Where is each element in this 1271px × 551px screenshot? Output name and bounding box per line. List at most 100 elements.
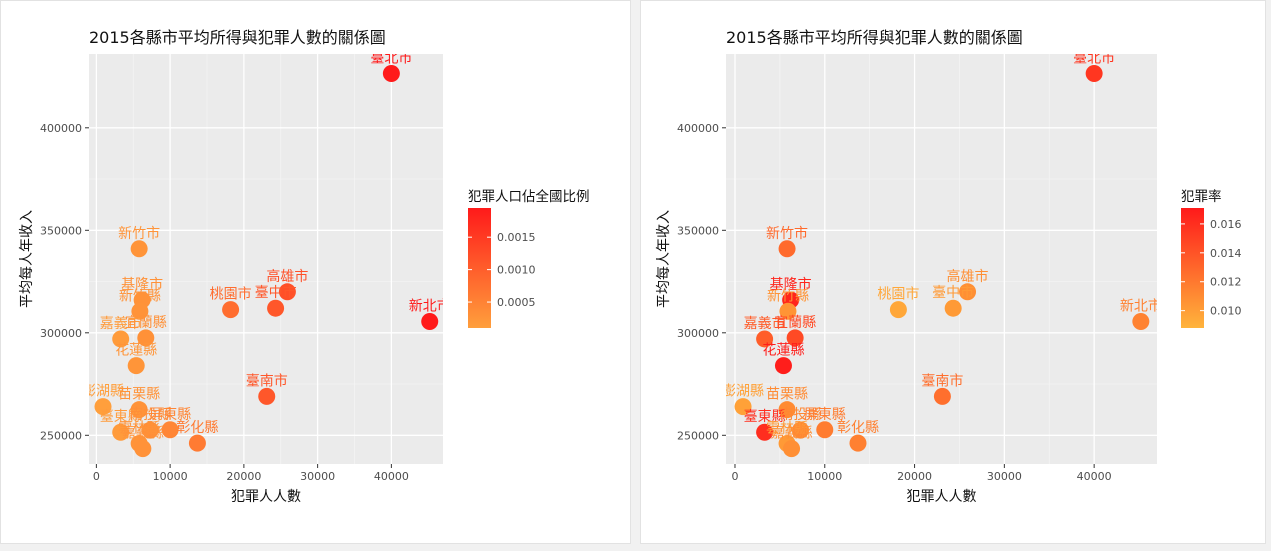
point-label: 新竹市 — [118, 225, 160, 242]
legend-colorbar — [1181, 208, 1204, 328]
legend-title: 犯罪人口佔全國比例 — [468, 188, 590, 205]
point-label: 屏東縣 — [149, 407, 191, 423]
legend-colorbar — [468, 208, 491, 328]
x-tick-label: 20000 — [226, 470, 261, 483]
point-label: 嘉義市 — [100, 315, 142, 332]
chart-title: 2015各縣市平均所得與犯罪人數的關係圖 — [726, 28, 1023, 47]
point-label: 嘉義縣 — [771, 425, 813, 442]
y-axis-title: 平均每人年收入 — [656, 210, 672, 308]
gridlines — [89, 54, 443, 464]
y-tick-label: 300000 — [40, 327, 82, 340]
data-point — [94, 398, 112, 416]
data-point — [141, 421, 159, 439]
scatter-chart-income-vs-crime-rate: 2015各縣市平均所得與犯罪人數的關係圖 0 10000 20000 30000 4000… — [656, 28, 1242, 505]
data-point — [267, 299, 285, 317]
y-tick-label: 350000 — [40, 224, 82, 237]
point-label: 雲林縣 — [118, 421, 160, 437]
data-point — [774, 357, 792, 375]
point-label: 屏東縣 — [804, 407, 846, 423]
data-point — [783, 440, 801, 458]
point-label: 嘉義縣 — [122, 425, 164, 442]
data-point — [779, 302, 797, 320]
data-point — [258, 387, 276, 405]
point-label: 苗栗縣 — [766, 387, 808, 403]
y-tick-label: 250000 — [677, 429, 719, 442]
point-label: 南投縣 — [129, 407, 171, 423]
legend-label: 0.014 — [1210, 247, 1242, 260]
data-point — [131, 302, 149, 320]
data-point — [421, 313, 439, 331]
legend-label: 0.010 — [1210, 305, 1242, 318]
point-label: 花蓮縣 — [115, 343, 157, 359]
data-point — [130, 240, 148, 258]
data-point — [786, 329, 804, 347]
data-point — [889, 301, 907, 319]
chart-panel-left: 2015各縣市平均所得與犯罪人數的關係圖 0 10000 20000 30000 4000… — [0, 0, 631, 544]
legend-label: 0.016 — [1210, 218, 1242, 231]
x-tick-label: 40000 — [374, 470, 409, 483]
data-point — [944, 299, 962, 317]
y-tick-label: 250000 — [40, 429, 82, 442]
point-label: 臺中市 — [255, 284, 297, 301]
point-label: 雲林縣 — [766, 421, 808, 437]
point-label: 臺北市 — [1073, 49, 1115, 66]
chart-title: 2015各縣市平均所得與犯罪人數的關係圖 — [89, 28, 386, 47]
point-label: 花蓮縣 — [762, 343, 804, 359]
point-label: 高雄市 — [947, 268, 989, 285]
data-point — [1085, 64, 1103, 82]
data-point — [778, 240, 796, 258]
x-axis-title: 犯罪人人數 — [231, 489, 301, 505]
data-point — [112, 423, 130, 441]
data-points: 臺北市新北市 高雄市臺中市桃園市臺南市 新竹市基隆市新竹縣嘉義市宜蘭縣花蓮縣澎湖縣苗… — [722, 49, 1162, 458]
legend-label: 0.0015 — [497, 231, 536, 244]
legend-label: 0.0010 — [497, 264, 536, 277]
data-point — [933, 387, 951, 405]
point-label: 高雄市 — [266, 268, 308, 285]
data-point — [137, 329, 155, 347]
point-label: 苗栗縣 — [118, 387, 160, 403]
x-tick-label: 0 — [93, 470, 100, 483]
legend-title: 犯罪率 — [1181, 188, 1222, 205]
y-tick-label: 350000 — [677, 224, 719, 237]
point-label: 基隆市 — [121, 276, 163, 293]
y-tick-label: 400000 — [677, 122, 719, 135]
data-point — [161, 421, 179, 439]
y-tick-label: 300000 — [677, 327, 719, 340]
data-point — [382, 64, 400, 82]
point-label: 南投縣 — [780, 407, 822, 423]
data-point — [734, 398, 752, 416]
point-label: 臺東縣 — [100, 409, 142, 425]
x-tick-label: 20000 — [897, 470, 932, 483]
data-point — [278, 283, 296, 301]
point-label: 基隆市 — [770, 276, 812, 293]
x-tick-label: 10000 — [153, 470, 188, 483]
data-point — [127, 357, 145, 375]
point-label: 新北市 — [409, 298, 451, 315]
data-point — [959, 283, 977, 301]
chart-panel-right: 2015各縣市平均所得與犯罪人數的關係圖 0 10000 20000 30000 4000… — [640, 0, 1266, 544]
data-point — [756, 330, 774, 348]
legend-label: 0.0005 — [497, 296, 536, 309]
data-point — [756, 423, 774, 441]
point-label: 宜蘭縣 — [125, 315, 167, 331]
point-label: 新北市 — [1120, 298, 1162, 315]
x-tick-label: 30000 — [300, 470, 335, 483]
point-label: 澎湖縣 — [82, 384, 124, 400]
point-label: 臺南市 — [246, 372, 288, 389]
x-tick-label: 0 — [731, 470, 738, 483]
point-label: 新竹縣 — [767, 288, 809, 304]
point-label: 桃園市 — [210, 286, 252, 303]
data-point — [816, 421, 834, 439]
point-label: 澎湖縣 — [722, 384, 764, 400]
point-label: 臺中市 — [932, 284, 974, 301]
x-tick-label: 40000 — [1077, 470, 1112, 483]
point-label: 彰化縣 — [176, 419, 218, 436]
data-point — [188, 434, 206, 452]
data-point — [778, 401, 796, 419]
data-point — [134, 440, 152, 458]
point-label: 新竹市 — [766, 225, 808, 242]
data-point — [792, 421, 810, 439]
scatter-chart-income-vs-crime-share: 2015各縣市平均所得與犯罪人數的關係圖 0 10000 20000 30000 4000… — [19, 28, 590, 505]
y-axis-title: 平均每人年收入 — [19, 210, 35, 308]
